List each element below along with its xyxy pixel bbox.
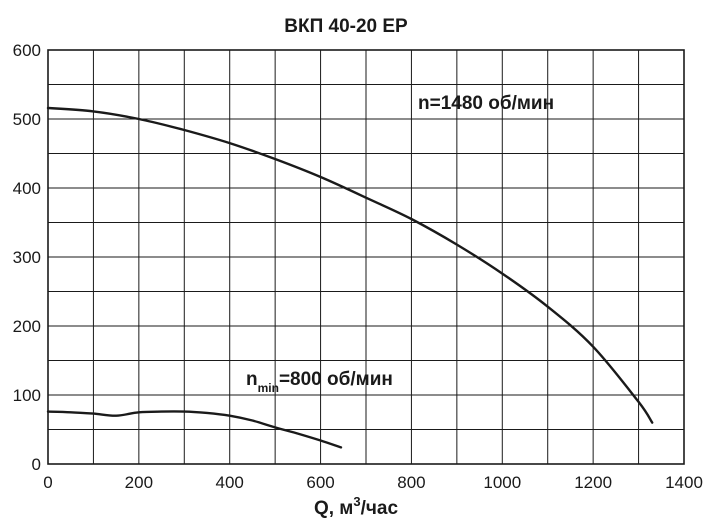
curve-n1480 [46, 106, 654, 424]
annotation-nmin-sub: min [258, 381, 279, 395]
annotation-nmin-rest: =800 об/мин [279, 369, 393, 390]
y-tick-label: 0 [32, 455, 41, 474]
x-tick-label: 400 [216, 473, 244, 492]
x-axis-label: Q, м3/час [314, 494, 399, 519]
y-tick-label: 200 [13, 317, 41, 336]
annotation-nmin-base: n [246, 369, 258, 390]
x-tick-label: 1000 [483, 473, 521, 492]
y-tick-label: 500 [13, 110, 41, 129]
annotation-n1480: n=1480 об/мин [418, 93, 554, 114]
x-tick-label: 800 [397, 473, 425, 492]
y-tick-label: 400 [13, 179, 41, 198]
chart-title: ВКП 40-20 ЕР [284, 16, 408, 37]
plot-frame [47, 49, 685, 465]
curves [46, 106, 654, 449]
annotation-nmin800: nmin=800 об/мин [246, 369, 393, 395]
y-tick-label: 600 [13, 41, 41, 60]
x-axis-label-prefix: Q, м [314, 498, 353, 519]
x-axis-label-sup: 3 [353, 494, 360, 509]
x-tick-label: 0 [43, 473, 52, 492]
y-tick-label: 300 [13, 248, 41, 267]
grid-lines [48, 50, 684, 464]
x-axis-ticks: 0 200 400 600 800 1000 1200 1400 [43, 473, 703, 492]
curve-nmin800 [46, 410, 343, 449]
x-tick-label: 1400 [665, 473, 703, 492]
x-tick-label: 1200 [574, 473, 612, 492]
y-tick-label: 100 [13, 386, 41, 405]
y-axis-ticks: 0 100 200 300 400 500 600 [13, 41, 41, 474]
x-tick-label: 600 [306, 473, 334, 492]
x-tick-label: 200 [125, 473, 153, 492]
x-axis-label-suffix: /час [361, 498, 399, 519]
